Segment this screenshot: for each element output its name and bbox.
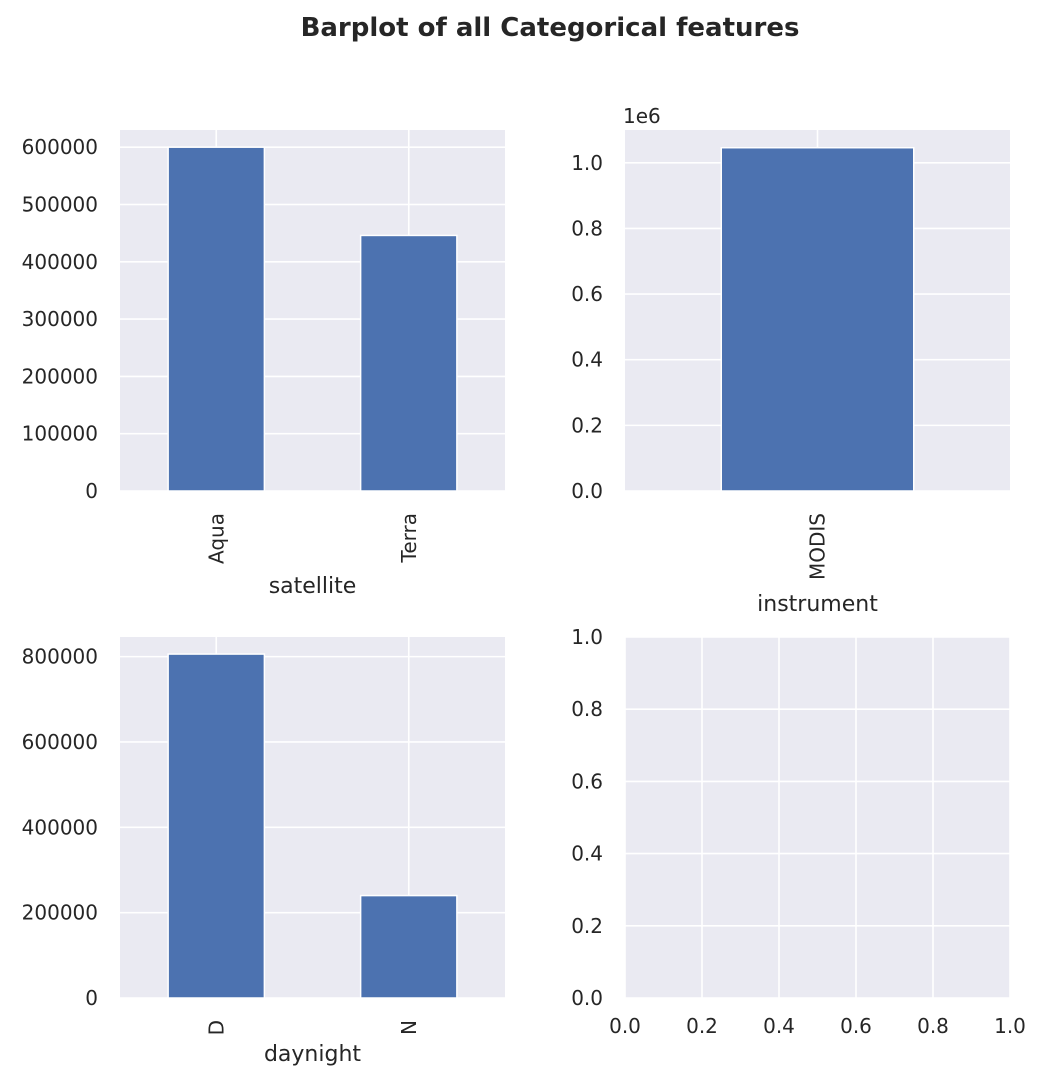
bar-terra: [359, 234, 458, 492]
bar-modis: [720, 146, 915, 492]
bar-aqua: [167, 146, 266, 492]
subplot-satellite: 0 100000 200000 300000 400000 500000 600000 Aqu…: [22, 130, 505, 599]
y-tick-label: 300000: [22, 307, 98, 331]
y-tick-label: 0.8: [571, 697, 603, 721]
y-tick-label: 200000: [22, 901, 98, 925]
x-axis-label: daynight: [264, 1042, 361, 1067]
y-tick-label: 0: [85, 986, 98, 1010]
x-tick-label: 0.8: [917, 1014, 949, 1038]
y-tick-label: 0.8: [571, 216, 603, 240]
y-tick-label: 0.4: [571, 842, 603, 866]
x-tick-label: 0.6: [840, 1014, 872, 1038]
y-tick-label: 0.4: [571, 348, 603, 372]
y-tick-label: 0.0: [571, 479, 603, 503]
x-axis-label: satellite: [269, 574, 357, 599]
y-tick-label: 600000: [22, 135, 98, 159]
y-tick-label: 0.0: [571, 986, 603, 1010]
y-tick-label: 800000: [22, 645, 98, 669]
subplot-empty: 0.0 0.2 0.4 0.6 0.8 1.0 0.0 0.2 0.4 0.6 0.8 1.0: [571, 625, 1026, 1038]
y-tick-label: 0: [85, 479, 98, 503]
x-axis-label: instrument: [757, 592, 878, 617]
plot-area: [625, 637, 1010, 998]
x-tick-label: 0.4: [763, 1014, 795, 1038]
y-tick-label: 1.0: [571, 151, 603, 175]
y-offset-text: 1e6: [623, 104, 661, 128]
bar-n: [359, 894, 458, 999]
x-tick-label: 1.0: [994, 1014, 1026, 1038]
bar-d: [167, 653, 266, 999]
x-tick-label: D: [204, 1020, 228, 1035]
x-tick-label: MODIS: [806, 513, 830, 580]
y-tick-label: 1.0: [571, 625, 603, 649]
y-tick-label: 0.2: [571, 413, 603, 437]
y-tick-label: 200000: [22, 364, 98, 388]
x-tick-label: Terra: [397, 513, 421, 563]
figure-title: Barplot of all Categorical features: [301, 13, 800, 43]
y-tick-label: 400000: [22, 815, 98, 839]
x-tick-label: Aqua: [204, 513, 228, 564]
x-tick-label: 0.0: [609, 1014, 641, 1038]
subplot-instrument: 0.0 0.2 0.4 0.6 0.8 1.0 MODIS 1e6 instrument: [571, 104, 1010, 617]
y-tick-label: 0.2: [571, 914, 603, 938]
y-tick-label: 100000: [22, 422, 98, 446]
y-tick-label: 500000: [22, 192, 98, 216]
y-tick-label: 400000: [22, 250, 98, 274]
y-tick-label: 600000: [22, 730, 98, 754]
y-tick-label: 0.6: [571, 282, 603, 306]
y-tick-label: 0.6: [571, 769, 603, 793]
x-tick-label: N: [397, 1020, 421, 1035]
x-tick-label: 0.2: [686, 1014, 718, 1038]
